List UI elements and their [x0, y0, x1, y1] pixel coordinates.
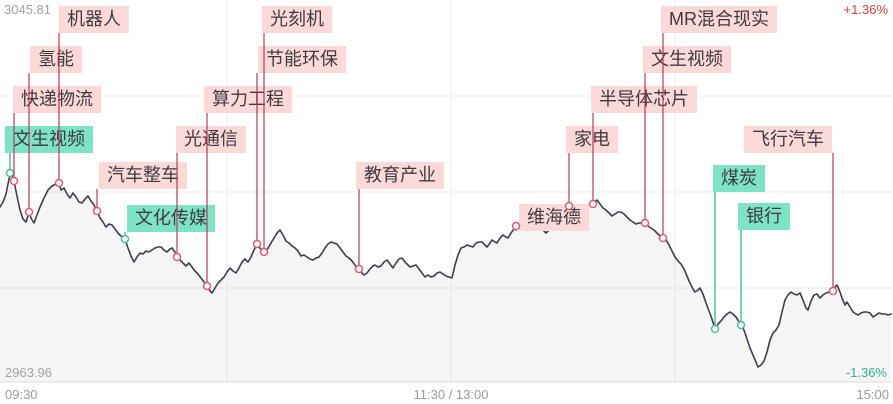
event-label[interactable]: 文化传媒	[127, 205, 215, 232]
event-label[interactable]: 算力工程	[204, 86, 292, 113]
price-line	[0, 172, 892, 368]
event-label[interactable]: 光刻机	[262, 6, 332, 33]
event-label[interactable]: 飞行汽车	[744, 126, 832, 153]
event-label[interactable]: 半导体芯片	[591, 86, 697, 113]
y-axis-low-value: 2963.96	[5, 365, 52, 380]
y-axis-low-percent: -1.36%	[845, 365, 887, 380]
event-label[interactable]: 教育产业	[356, 162, 444, 189]
event-label[interactable]: 光通信	[176, 126, 246, 153]
event-label[interactable]: 快递物流	[13, 86, 101, 113]
price-area-fill	[0, 173, 891, 382]
time-tick-midday: 11:30 / 13:00	[413, 387, 489, 402]
event-label[interactable]: 煤炭	[713, 165, 765, 192]
event-label[interactable]: 银行	[738, 203, 790, 230]
event-label[interactable]: 文生视频	[5, 126, 93, 153]
event-label[interactable]: 维海德	[519, 204, 589, 231]
event-label[interactable]: 文生视频	[643, 46, 731, 73]
time-tick-close: 15:00	[856, 387, 889, 402]
y-axis-high-percent: +1.36%	[843, 2, 888, 17]
event-label[interactable]: 家电	[566, 126, 618, 153]
event-label[interactable]: 节能环保	[258, 46, 346, 73]
time-tick-open: 09:30	[5, 387, 38, 402]
event-label[interactable]: 氢能	[30, 46, 82, 73]
event-label[interactable]: MR混合现实	[661, 6, 777, 33]
y-axis-high-value: 3045.81	[4, 2, 51, 17]
event-label[interactable]: 汽车整车	[99, 162, 187, 189]
event-label[interactable]: 机器人	[59, 6, 129, 33]
